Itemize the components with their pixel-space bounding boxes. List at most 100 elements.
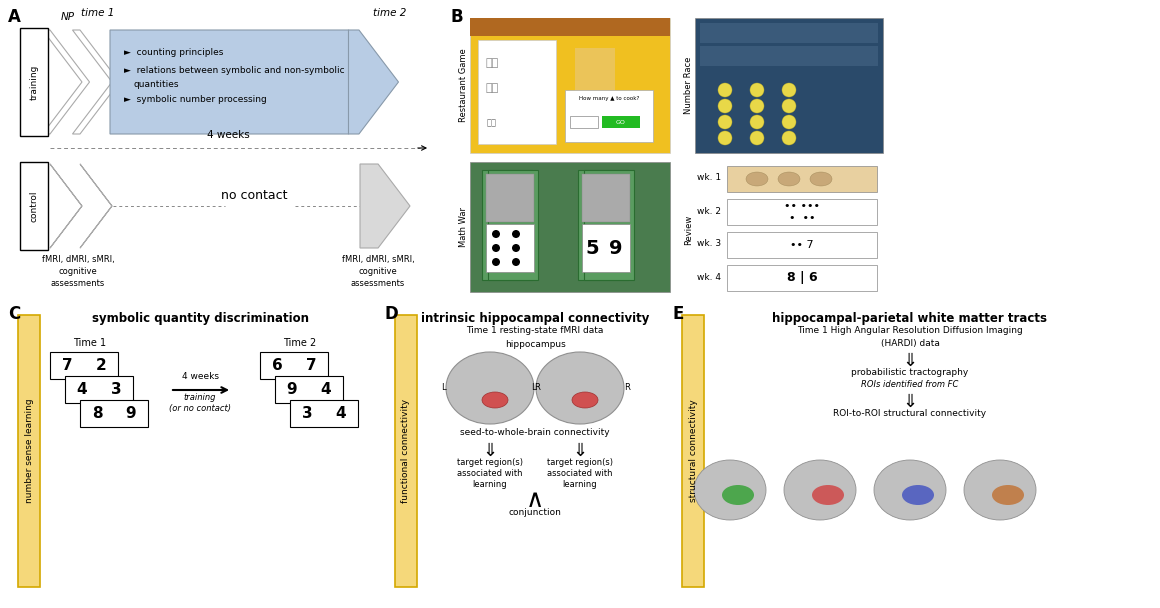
Text: fMRI, dMRI, sMRI,
cognitive
assessments: fMRI, dMRI, sMRI, cognitive assessments — [42, 255, 115, 288]
Bar — [260, 352, 328, 379]
Text: wk. 1: wk. 1 — [697, 173, 722, 182]
Bar — [470, 18, 670, 153]
Text: 4: 4 — [320, 381, 332, 396]
Ellipse shape — [992, 485, 1024, 505]
Text: wk. 3: wk. 3 — [697, 240, 722, 249]
Polygon shape — [348, 30, 399, 134]
Text: 4: 4 — [335, 406, 347, 421]
Text: L: L — [530, 384, 535, 393]
Text: D: D — [385, 305, 399, 323]
Text: Time 1: Time 1 — [73, 338, 107, 348]
Text: 2: 2 — [95, 358, 107, 373]
Text: 9: 9 — [609, 238, 623, 258]
Polygon shape — [50, 164, 82, 248]
Text: functional connectivity: functional connectivity — [401, 399, 411, 503]
Text: 世界: 世界 — [487, 118, 496, 127]
Text: ⇓: ⇓ — [483, 442, 498, 460]
Text: 3: 3 — [110, 381, 122, 396]
Text: ⇓: ⇓ — [572, 442, 588, 460]
Bar — [727, 166, 877, 192]
Bar — [478, 40, 556, 144]
Circle shape — [718, 83, 732, 97]
Text: quantities: quantities — [135, 80, 180, 89]
Circle shape — [782, 99, 796, 113]
Text: ∧: ∧ — [525, 488, 544, 512]
Text: 7: 7 — [306, 358, 317, 373]
Text: 6: 6 — [271, 358, 282, 373]
Text: Review: Review — [684, 215, 693, 245]
Text: A: A — [8, 8, 21, 26]
Ellipse shape — [722, 485, 754, 505]
Text: C: C — [8, 305, 20, 323]
Text: intrinsic hippocampal connectivity: intrinsic hippocampal connectivity — [421, 312, 650, 325]
Ellipse shape — [784, 460, 856, 520]
Text: seed-to-whole-brain connectivity: seed-to-whole-brain connectivity — [461, 428, 610, 437]
Text: training
(or no contact): training (or no contact) — [169, 393, 231, 413]
Circle shape — [782, 83, 796, 97]
Ellipse shape — [778, 172, 800, 186]
Text: target region(s)
associated with
learning: target region(s) associated with learnin… — [457, 458, 523, 489]
Text: How many ▲ to cook?: How many ▲ to cook? — [579, 96, 639, 101]
Polygon shape — [43, 30, 89, 134]
Text: 9: 9 — [287, 381, 297, 396]
Text: hippocampus: hippocampus — [505, 340, 565, 349]
Bar — [396, 315, 416, 587]
Ellipse shape — [810, 172, 832, 186]
Bar — [486, 174, 534, 222]
Text: 4: 4 — [77, 381, 87, 396]
Ellipse shape — [536, 352, 624, 424]
Text: training: training — [29, 64, 38, 100]
Ellipse shape — [902, 485, 934, 505]
Ellipse shape — [746, 172, 768, 186]
Circle shape — [492, 258, 500, 266]
Circle shape — [751, 99, 764, 113]
Text: R: R — [534, 384, 539, 393]
Text: E: E — [672, 305, 683, 323]
Text: ⇓: ⇓ — [902, 393, 918, 411]
Text: NP: NP — [61, 12, 75, 22]
Text: 4 weeks: 4 weeks — [181, 372, 218, 381]
Circle shape — [492, 244, 500, 252]
Text: 4 weeks: 4 weeks — [206, 130, 249, 140]
Bar — [699, 23, 878, 43]
Circle shape — [751, 83, 764, 97]
Ellipse shape — [572, 392, 599, 408]
Bar — [727, 232, 877, 258]
Text: R: R — [624, 384, 630, 393]
Bar — [65, 376, 133, 403]
Bar — [20, 28, 48, 136]
Text: Restaurant Game: Restaurant Game — [459, 49, 467, 122]
Circle shape — [782, 115, 796, 129]
Circle shape — [751, 131, 764, 145]
Bar — [483, 170, 532, 280]
Text: •• •••
•  ••: •• ••• • •• — [784, 201, 820, 223]
Bar — [275, 376, 343, 403]
Bar — [602, 116, 640, 128]
Text: Math War: Math War — [459, 207, 467, 247]
Text: 世界: 世界 — [485, 58, 499, 68]
Bar — [727, 199, 877, 225]
Text: ►  symbolic number processing: ► symbolic number processing — [124, 95, 267, 104]
Text: wk. 4: wk. 4 — [697, 272, 722, 282]
Circle shape — [492, 230, 500, 238]
Text: Time 2: Time 2 — [283, 338, 317, 348]
Ellipse shape — [445, 352, 534, 424]
Bar — [50, 352, 118, 379]
Ellipse shape — [964, 460, 1036, 520]
Bar — [575, 48, 615, 108]
Polygon shape — [360, 164, 409, 248]
Bar — [582, 174, 630, 222]
Ellipse shape — [694, 460, 766, 520]
Text: structural connectivity: structural connectivity — [689, 399, 697, 502]
Text: Time 1 resting-state fMRI data: Time 1 resting-state fMRI data — [466, 326, 603, 335]
Text: time 1: time 1 — [81, 8, 115, 18]
Bar — [470, 18, 670, 36]
Polygon shape — [110, 30, 387, 134]
Circle shape — [718, 131, 732, 145]
Text: symbolic quantity discrimination: symbolic quantity discrimination — [92, 312, 309, 325]
Bar — [488, 170, 538, 280]
Bar — [682, 315, 704, 587]
Circle shape — [751, 115, 764, 129]
Ellipse shape — [483, 392, 508, 408]
Text: ►  counting principles: ► counting principles — [124, 48, 224, 57]
